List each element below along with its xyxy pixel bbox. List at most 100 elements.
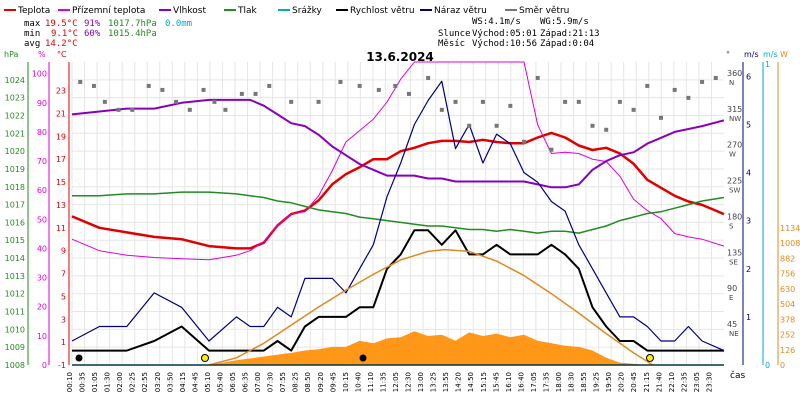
stats-max-hum: 91%	[84, 19, 101, 29]
wind-direction-point	[116, 107, 121, 112]
wind-tick-label: 3	[746, 217, 751, 226]
x-tick-label: 10:40	[354, 372, 362, 392]
wind-direction-point	[426, 75, 431, 80]
series-2-line	[71, 98, 725, 189]
legend-label-7: Směr větru	[519, 6, 569, 16]
x-tick-label: 17:05	[530, 372, 538, 392]
pressure-tick-label: 1010	[5, 325, 25, 334]
x-tick-label: 11:35	[379, 372, 387, 392]
unit-pct: %	[38, 50, 46, 59]
x-tick-label: 18:00	[555, 372, 563, 392]
stats-avg-temp: 14.2°C	[45, 39, 78, 49]
solar-tick-label: 504	[780, 300, 795, 309]
wind-gust-info: WG:5.9m/s	[540, 17, 589, 27]
x-tick-label: 19:50	[605, 372, 613, 392]
x-tick-label: 03:50	[166, 372, 174, 392]
rain-tick-label: 0	[765, 361, 770, 370]
moonset-marker	[75, 354, 83, 362]
x-tick-label: 22:10	[668, 372, 676, 392]
wind-direction-point	[376, 87, 381, 92]
direction-tick-dir: N	[729, 79, 734, 87]
wind-speed-info: WS:4.1m/s	[472, 17, 521, 27]
direction-tick-dir: NE	[729, 330, 739, 338]
x-tick-label: 23:05	[693, 372, 701, 392]
temperature-tick-label: 1	[61, 338, 66, 347]
sun-set: Západ:21:13	[540, 29, 600, 39]
solar-tick-label: 126	[780, 346, 795, 355]
x-tick-label: 10:15	[342, 372, 350, 392]
x-tick-label: 04:45	[191, 372, 199, 392]
legend: Teplota Přízemní teplota Vlhkost Tlak Srážky…	[4, 6, 569, 16]
wind-direction-point	[357, 83, 362, 88]
x-tick-label: 16:10	[505, 372, 513, 392]
wind-direction-point	[686, 95, 691, 100]
pressure-tick-label: 1008	[5, 361, 25, 370]
wind-direction-point	[590, 123, 595, 128]
series-6-line	[71, 80, 725, 352]
wind-direction-point	[316, 99, 321, 104]
pressure-tick-label: 1022	[5, 111, 25, 120]
x-tick-label: 08:50	[304, 372, 312, 392]
chart-title: 13.6.2024	[366, 50, 434, 64]
direction-tick-dir: SE	[729, 258, 738, 266]
sun-moon-panel: WS:4.1m/s WG:5.9m/s Slunce Východ:05:01 …	[438, 17, 600, 49]
wind-direction-point	[494, 123, 499, 128]
x-tick-label: 09:45	[329, 372, 337, 392]
direction-tick-label: 180	[727, 212, 742, 221]
x-tick-label: 19:25	[593, 372, 601, 392]
wind-direction-point	[522, 139, 527, 144]
rain-tick-label: 1	[765, 60, 770, 69]
x-tick-label: 02:00	[116, 372, 124, 392]
x-tick-label: 14:20	[455, 372, 463, 392]
unit-deg: °	[726, 50, 730, 59]
x-tick-label: 20:45	[630, 372, 638, 392]
x-tick-label: 07:00	[254, 372, 262, 392]
wind-direction-point	[713, 75, 718, 80]
wind-direction-point	[393, 83, 398, 88]
pressure-tick-label: 1023	[5, 94, 25, 103]
pressure-tick-label: 1012	[5, 290, 25, 299]
wind-direction-point	[563, 99, 568, 104]
x-tick-label: 23:30	[705, 372, 713, 392]
x-tick-label: 03:20	[154, 372, 162, 392]
direction-tick-label: 360	[727, 69, 742, 78]
moon-rise: Východ:10:56	[472, 39, 537, 49]
wind-direction-point	[187, 107, 192, 112]
sunrise-marker	[201, 354, 209, 362]
direction-tick-dir: SW	[729, 187, 740, 195]
wind-direction-point	[604, 127, 609, 132]
pressure-tick-label: 1017	[5, 201, 25, 210]
temperature-tick-label: 19	[56, 132, 66, 141]
humidity-tick-label: 50	[37, 215, 47, 224]
moonrise-marker	[359, 354, 367, 362]
solar-tick-label: 252	[780, 331, 795, 340]
pressure-tick-label: 1024	[5, 76, 25, 85]
pressure-tick-label: 1015	[5, 236, 25, 245]
x-tick-label: 12:05	[392, 372, 400, 392]
x-tick-label: 21:40	[655, 372, 663, 392]
temperature-tick-label: 7	[61, 270, 66, 279]
wind-direction-point	[160, 87, 165, 92]
x-tick-label: 07:55	[279, 372, 287, 392]
series-3-line	[72, 191, 725, 234]
direction-tick-label: 225	[727, 177, 742, 186]
unit-degc: °C	[57, 50, 67, 59]
x-tick-label: 13:55	[442, 372, 450, 392]
stats-min-press: 1015.4hPa	[108, 29, 157, 39]
temperature-tick-label: 5	[61, 292, 66, 301]
wind-direction-point	[645, 83, 650, 88]
temperature-tick-label: 11	[56, 224, 66, 233]
pressure-tick-label: 1013	[5, 272, 25, 281]
direction-tick-label: 90	[727, 284, 737, 293]
legend-label-2: Vlhkost	[173, 6, 206, 16]
x-tick-label: 15:15	[480, 372, 488, 392]
wind-tick-label: 1	[746, 313, 751, 322]
humidity-tick-label: 70	[37, 157, 47, 166]
temperature-tick-label: 9	[61, 247, 66, 256]
humidity-tick-label: 60	[37, 186, 47, 195]
wind-direction-point	[617, 99, 622, 104]
x-tick-label: 09:20	[317, 372, 325, 392]
wind-direction-point	[439, 107, 444, 112]
temperature-tick-label: 17	[56, 155, 66, 164]
